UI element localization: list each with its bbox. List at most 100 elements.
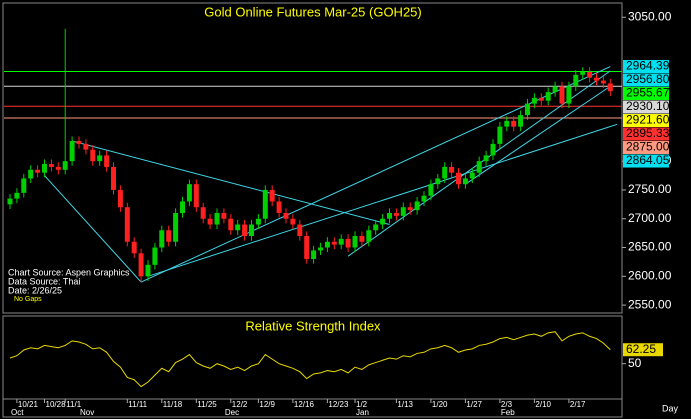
candle-body (318, 247, 323, 251)
candle-body (104, 155, 110, 167)
candle-body (331, 241, 337, 245)
candle-body (276, 201, 282, 213)
x-tick-label: 2/3 (501, 400, 513, 409)
x-tick-label: 10/21 (18, 400, 39, 409)
level-label: 2895.33 (626, 126, 670, 140)
level-label-box (623, 141, 669, 155)
annotation: Date: 2/26/25 (8, 285, 62, 295)
level-label: 2875.00 (626, 140, 670, 154)
level-label: 2930.10 (626, 99, 670, 113)
level-label: 2864.05 (626, 153, 670, 167)
candle-body (559, 86, 565, 104)
candle-body (359, 236, 365, 242)
x-tick-label: 1/2 (356, 400, 368, 409)
month-label: Jan (356, 408, 369, 417)
candle-body (90, 149, 96, 162)
rsi-label-box (623, 343, 663, 357)
candle-body (373, 224, 379, 231)
level-label: 2964.39 (626, 59, 670, 73)
candle-body (538, 97, 544, 101)
candle-body (249, 224, 254, 237)
candle-body (35, 169, 41, 173)
month-label: Nov (80, 408, 94, 417)
candle-body (235, 224, 241, 231)
candle-body (159, 230, 165, 248)
y-tick-label: 2550.00 (628, 297, 672, 311)
x-tick-label: 12/2 (232, 400, 248, 409)
candle-body (525, 103, 530, 116)
candle-body (221, 212, 227, 219)
candle-body (76, 141, 82, 144)
candle-body (283, 212, 289, 219)
level-label: 2955.67 (626, 86, 670, 100)
y-tick-label: 2750.00 (628, 182, 672, 196)
candle-body (407, 207, 413, 211)
candle-body (387, 212, 392, 219)
level-label-box (623, 73, 669, 87)
annotation: Chart Source: Aspen Graphics (8, 267, 130, 277)
candle-body (228, 218, 234, 231)
month-label: Oct (11, 408, 24, 417)
candle-body (131, 241, 137, 254)
y-tick-label: 2650.00 (628, 240, 672, 254)
level-label-box (623, 114, 669, 128)
candle-body (14, 192, 20, 199)
candle-body (435, 178, 441, 185)
candle-body (580, 71, 586, 75)
month-label: Feb (501, 408, 515, 417)
candle-body (497, 126, 503, 144)
candle-body (55, 166, 61, 170)
month-label: Dec (225, 408, 239, 417)
candle-body (48, 164, 54, 167)
x-tick-label: 11/1 (66, 400, 82, 409)
candle-body (28, 169, 34, 179)
candle-body (421, 195, 427, 202)
candle-body (262, 189, 268, 219)
candle-body (83, 143, 89, 150)
trendline (147, 123, 618, 277)
candle-body (518, 115, 524, 127)
candle-body (111, 166, 116, 190)
candle-body (138, 253, 144, 277)
candle-body (324, 241, 330, 248)
candle-body (269, 189, 275, 202)
candle-body (207, 218, 213, 225)
candle-body (69, 141, 75, 162)
rsi-title: Relative Strength Index (245, 318, 381, 333)
rsi-line (9, 331, 611, 388)
candle-body (166, 230, 172, 242)
price-panel (2, 2, 623, 314)
y-tick-label: 3050.00 (628, 9, 672, 23)
candle-body (552, 86, 558, 93)
x-axis-panel (2, 398, 623, 418)
x-tick-label: 1/13 (397, 400, 413, 409)
level-label-box (623, 87, 669, 101)
candle-body (566, 86, 572, 104)
candle-body (21, 178, 27, 193)
candle-body (214, 212, 220, 225)
candle-body (255, 218, 261, 225)
candle-body (587, 71, 593, 78)
candle-body (366, 230, 372, 242)
candle-body (124, 207, 130, 242)
x-tick-label: 12/23 (328, 400, 349, 409)
x-tick-label: 12/9 (259, 400, 275, 409)
candle-body (152, 247, 158, 265)
candle-body (290, 218, 296, 225)
candle-body (304, 236, 310, 260)
x-tick-label: 1/27 (466, 400, 482, 409)
candle-body (476, 161, 482, 173)
candle-body (469, 172, 475, 179)
x-tick-label: 11/25 (197, 400, 217, 409)
candle-body (311, 250, 317, 260)
level-label-box (623, 60, 669, 74)
candle-body (594, 77, 599, 81)
rsi-tick-label: 50 (628, 356, 642, 370)
level-label-box (623, 100, 669, 114)
x-tick-label: 2/10 (535, 400, 551, 409)
annotation: Data Source: Thai (8, 276, 80, 286)
candle-body (242, 224, 248, 237)
candle-body (173, 212, 179, 242)
